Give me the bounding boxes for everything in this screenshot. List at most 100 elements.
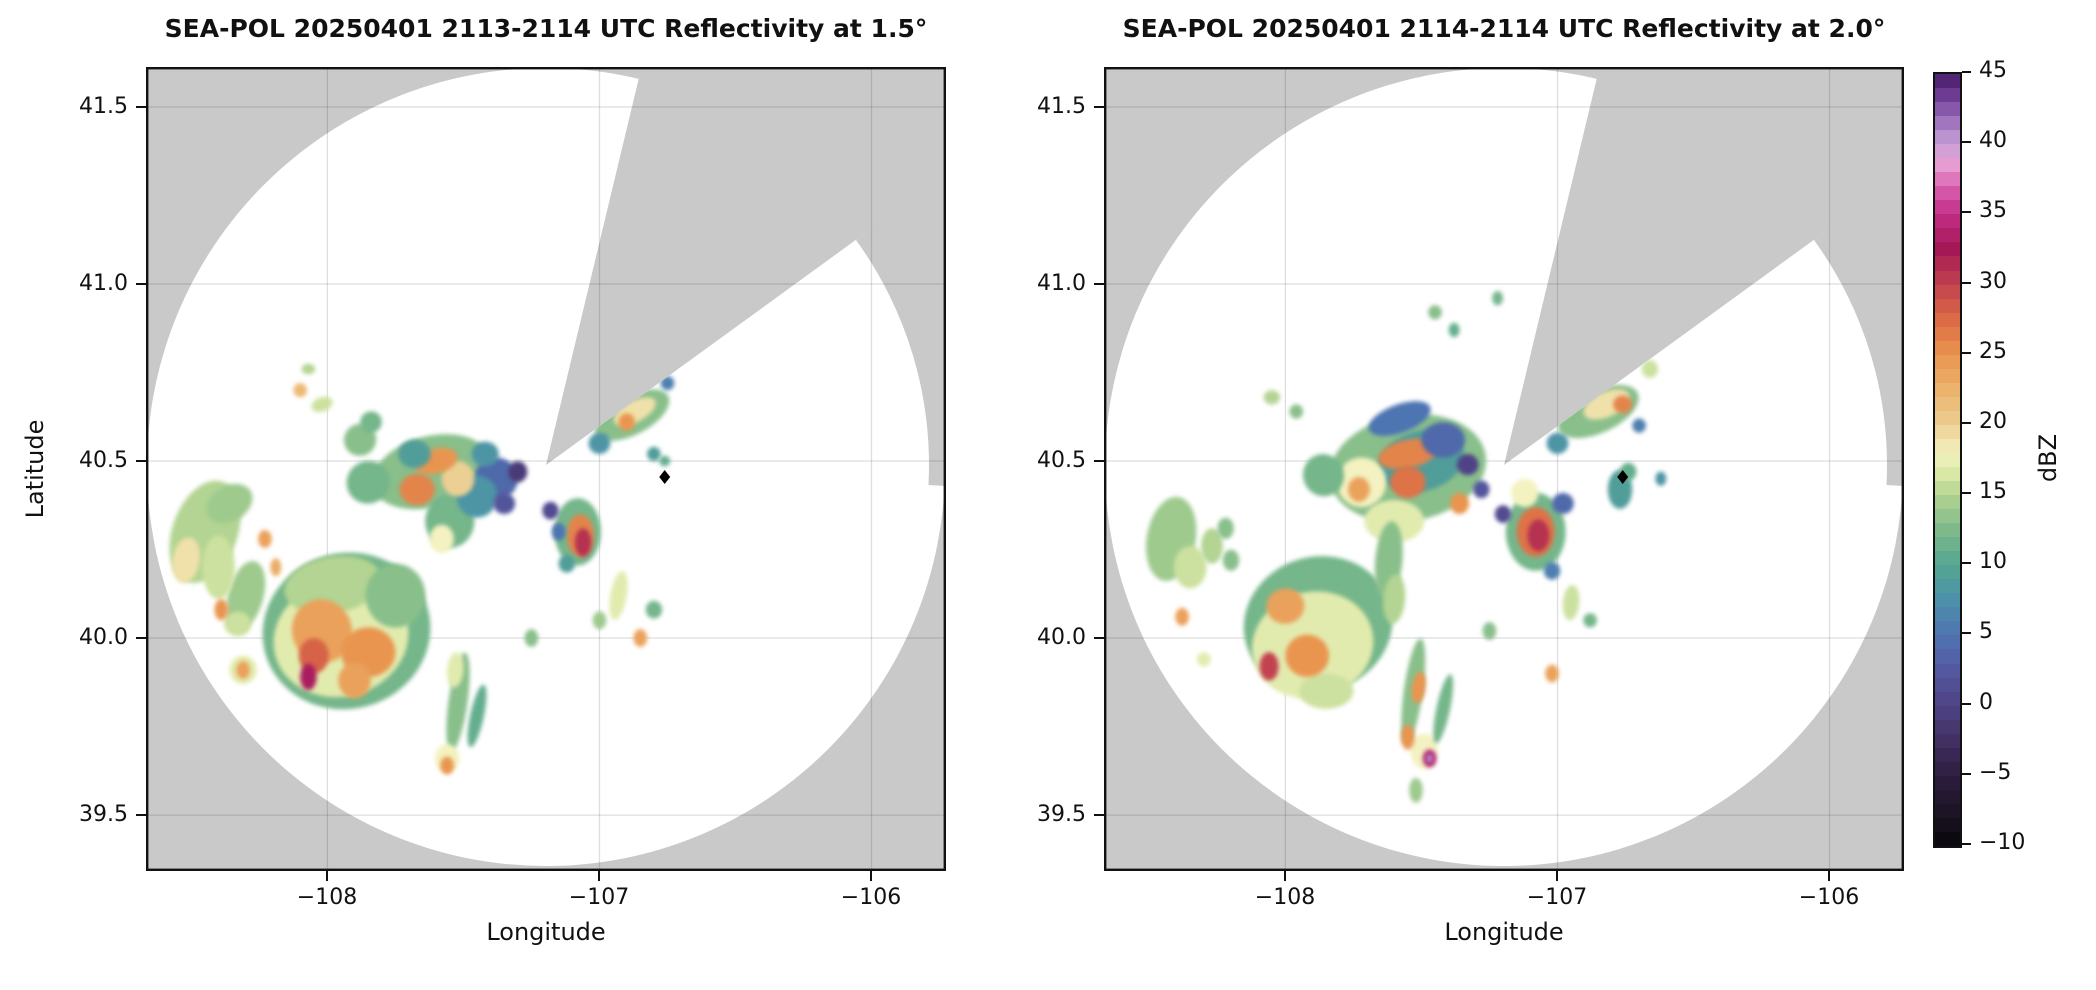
colorbar-segment	[1935, 705, 1960, 721]
echo-blob	[1492, 291, 1503, 306]
reflectivity-echoes	[1145, 291, 1667, 803]
colorbar-segment	[1935, 803, 1960, 819]
colorbar-segment	[1935, 733, 1960, 749]
echo-blob	[365, 563, 426, 628]
echo-blob	[1562, 584, 1580, 621]
echo-blob	[1217, 517, 1234, 539]
colorbar-segment	[1935, 635, 1960, 650]
echo-blob	[1378, 438, 1438, 470]
y-tick-mark	[136, 106, 146, 108]
radar-plot	[146, 67, 946, 871]
colorbar-segment	[1935, 172, 1960, 187]
echo-blob	[1401, 724, 1415, 750]
x-tick-mark	[870, 871, 872, 881]
echo-blob	[1543, 561, 1561, 580]
echo-blob	[1201, 528, 1223, 564]
echo-blob	[441, 461, 475, 497]
colorbar-segment	[1935, 284, 1960, 300]
y-tick-mark	[1094, 637, 1104, 639]
echo-blob	[440, 756, 454, 775]
colorbar-segment	[1935, 509, 1960, 524]
colorbar-segment	[1935, 340, 1960, 356]
y-tick-label: 41.5	[1037, 94, 1086, 119]
echo-blob	[284, 555, 382, 615]
colorbar-segment	[1935, 467, 1960, 482]
colorbar-segment	[1935, 298, 1960, 314]
y-tick-mark	[136, 460, 146, 462]
echo-blob	[429, 524, 454, 554]
panel-title-right: SEA-POL 20250401 2114-2114 UTC Reflectiv…	[1122, 14, 1886, 43]
colorbar-segment	[1935, 242, 1960, 257]
colorbar-segment	[1935, 817, 1960, 833]
echo-blob	[338, 662, 371, 699]
colorbar-tick-label: 25	[1979, 339, 2007, 364]
colorbar-tick-label: 40	[1979, 128, 2007, 153]
echo-blob	[542, 501, 559, 520]
radar-panel-right	[1104, 67, 1904, 871]
x-tick-mark	[1828, 871, 1830, 881]
colorbar-tick-mark	[1962, 352, 1971, 354]
colorbar-segment	[1935, 88, 1960, 103]
colorbar-segment	[1935, 452, 1960, 468]
colorbar-segment	[1935, 256, 1960, 271]
y-tick-mark	[1094, 283, 1104, 285]
echo-blob	[236, 661, 250, 679]
colorbar-tick-label: 45	[1979, 58, 2007, 83]
echo-blob	[1303, 454, 1344, 497]
echo-blob	[1421, 422, 1465, 458]
colorbar-segment	[1935, 144, 1960, 159]
colorbar-segment	[1935, 312, 1960, 328]
echo-blob	[609, 571, 628, 621]
y-tick-label: 41.0	[1037, 271, 1086, 296]
echo-blob	[360, 411, 382, 433]
echo-blob	[1259, 652, 1279, 681]
echo-blob	[1632, 418, 1646, 433]
x-tick-label: −107	[568, 885, 630, 910]
colorbar-segment	[1935, 382, 1960, 398]
echo-blob	[270, 558, 282, 577]
colorbar-segment	[1935, 719, 1960, 735]
x-tick-mark	[1284, 871, 1286, 881]
colorbar-tick-mark	[1962, 492, 1971, 494]
echo-blob	[446, 652, 470, 751]
echo-blob	[467, 684, 487, 748]
echo-blob	[399, 473, 435, 506]
echo-blob	[1409, 777, 1423, 803]
echo-blob	[1263, 390, 1280, 405]
colorbar-segment	[1935, 677, 1960, 693]
echo-blob	[1450, 492, 1469, 515]
echo-blob	[1383, 574, 1406, 624]
colorbar-segment	[1935, 495, 1960, 510]
colorbar-segment	[1935, 691, 1960, 707]
y-tick-mark	[1094, 460, 1104, 462]
echo-blob	[1411, 671, 1426, 704]
echo-blob	[1511, 478, 1539, 508]
x-tick-mark	[326, 871, 328, 881]
colorbar-tick-label: 0	[1979, 690, 1993, 715]
colorbar-segment	[1935, 186, 1960, 201]
colorbar-segment	[1935, 551, 1960, 566]
echo-blob	[645, 600, 663, 619]
echo-blob	[618, 413, 635, 431]
echo-blob	[293, 383, 308, 398]
echo-blob	[1641, 360, 1659, 378]
colorbar-tick-label: −5	[1979, 760, 2012, 785]
reduced-range-ring	[855, 222, 946, 486]
x-axis-label-left: Longitude	[486, 918, 606, 946]
y-axis-label: Latitude	[21, 419, 49, 519]
colorbar-segment	[1935, 663, 1960, 679]
colorbar-segment	[1935, 789, 1960, 805]
echo-blob	[301, 363, 316, 375]
x-tick-label: −106	[1798, 885, 1860, 910]
echo-blob	[1222, 549, 1240, 571]
echo-blob	[1494, 505, 1512, 523]
echo-blob	[524, 629, 539, 647]
colorbar-tick-mark	[1962, 773, 1971, 775]
colorbar-segment	[1935, 368, 1960, 384]
y-tick-mark	[1094, 106, 1104, 108]
echo-blob	[1473, 480, 1490, 499]
x-axis-label-right: Longitude	[1444, 918, 1564, 946]
colorbar-tick-label: 30	[1979, 269, 2007, 294]
echo-blob	[694, 291, 706, 306]
y-tick-mark	[136, 637, 146, 639]
